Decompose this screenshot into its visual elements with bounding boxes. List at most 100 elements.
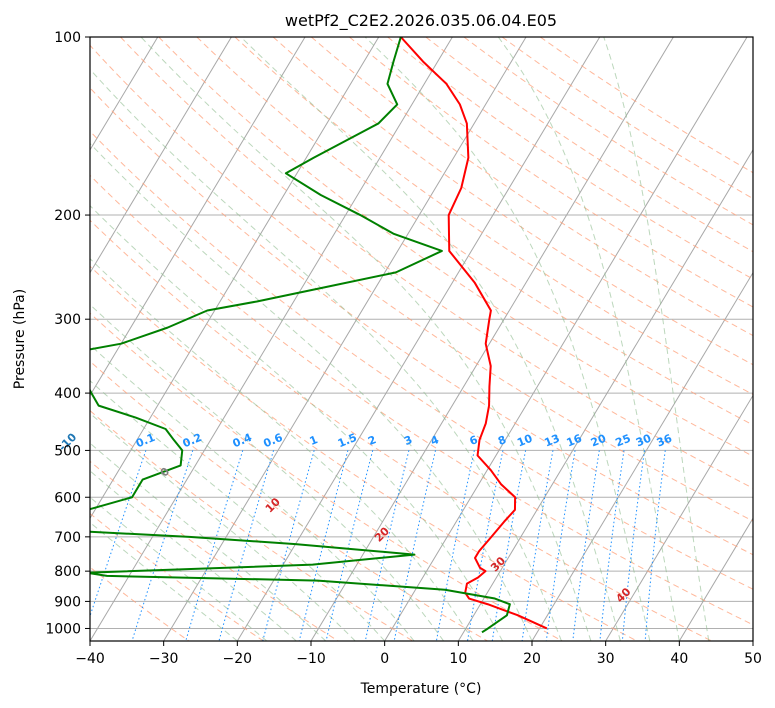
x-tick-label: 10 (449, 651, 467, 667)
dry-adiabat-line (310, 37, 753, 337)
mixing-ratio-label: 0.4 (231, 431, 254, 450)
dewpoint-series-line (90, 37, 511, 634)
x-tick-label: −30 (149, 651, 179, 667)
y-tick-label: 300 (54, 312, 81, 328)
moist-adiabat-line (140, 37, 592, 641)
mixing-ratio-label: 0.1 (134, 431, 157, 450)
moist-adiabat-line (90, 496, 268, 641)
dry-adiabat-label: 20 (372, 524, 392, 544)
mixing-ratio-line (435, 450, 475, 641)
y-tick-label: 400 (54, 386, 81, 402)
mixing-ratio-label: 3 (402, 433, 414, 448)
y-tick-label: 100 (54, 30, 81, 46)
moist-adiabat-line (240, 37, 621, 641)
mixing-ratio-label: 13 (543, 432, 562, 450)
y-axis-label: Pressure (hPa) (12, 289, 28, 389)
dry-adiabat-line (90, 360, 488, 641)
x-tick-label: 0 (380, 651, 389, 667)
mixing-ratio-line (218, 450, 275, 641)
mixing-ratio-label: 6 (468, 433, 480, 448)
moist-adiabat-line (90, 344, 415, 641)
mixing-ratio-line (185, 450, 244, 641)
isotherm-gridline (90, 37, 159, 151)
x-tick-label: 50 (744, 651, 762, 667)
moist-adiabat-line (90, 442, 327, 641)
temperature-series-line (400, 37, 548, 630)
dry-adiabat-line (90, 265, 638, 641)
mixing-ratio-label: 0.6 (262, 431, 285, 450)
y-tick-label: 200 (54, 208, 81, 224)
x-axis-label: Temperature (°C) (360, 681, 482, 697)
x-tick-label: 30 (597, 651, 615, 667)
dry-adiabat-line (90, 410, 414, 641)
plot-area (0, 37, 753, 641)
overlay-layer: -100-90-80-70-60-50-40-30-20-10010203040… (56, 430, 674, 605)
dry-adiabat-line (234, 37, 753, 396)
mixing-ratio-label: 10 (515, 432, 534, 450)
mixing-ratio-label: 20 (589, 432, 608, 450)
mixing-ratio-line (298, 450, 349, 641)
mixing-ratio-label: 1 (308, 433, 320, 448)
dry-adiabat-line (196, 37, 753, 426)
dry-adiabat-line (90, 174, 753, 626)
x-axis: −40 −30 −20 −10 0 10 20 30 40 50 (75, 641, 762, 667)
x-tick-label: −40 (75, 651, 105, 667)
dry-adiabat-label: 40 (613, 585, 633, 605)
y-tick-label: 800 (54, 564, 81, 580)
plot-frame (89, 36, 754, 642)
y-tick-label: 600 (54, 490, 81, 506)
isotherm-gridline (236, 37, 601, 641)
mixing-ratio-label: 2 (366, 433, 378, 448)
isotherm-gridline (90, 37, 453, 641)
x-tick-label: 20 (523, 651, 541, 667)
isotherm-gridline (384, 37, 748, 641)
y-axis: 100 200 300 400 500 600 700 800 900 1000 (45, 30, 90, 637)
mixing-ratio-line (325, 450, 374, 641)
dry-adiabat-line (90, 512, 264, 641)
dry-adiabat-line (90, 566, 190, 641)
mixing-ratio-line (545, 450, 576, 641)
moist-adiabat-line (603, 37, 710, 641)
mixing-ratio-line (621, 450, 645, 641)
mixing-ratio-line (393, 450, 436, 641)
isotherm-gridline (752, 640, 753, 641)
isotherm-gridline (531, 271, 753, 641)
dry-adiabat-line (120, 37, 753, 489)
dry-adiabat-line (539, 37, 753, 174)
mixing-ratio-line (599, 450, 625, 641)
x-tick-label: 40 (670, 651, 688, 667)
mixing-ratio-line (131, 450, 194, 641)
y-tick-label: 500 (54, 443, 81, 459)
dry-adiabat-label: 0 (158, 465, 173, 480)
isotherm-gridline (605, 394, 753, 641)
mixing-ratio-label: 30 (634, 432, 653, 450)
dry-adiabat-line (90, 312, 563, 641)
moist-adiabat-line (90, 258, 474, 641)
moist-adiabat-line (90, 521, 238, 641)
y-tick-label: 900 (54, 594, 81, 610)
x-tick-label: −10 (296, 651, 326, 667)
moist-adiabat-line (90, 380, 386, 641)
isotherm-gridline (678, 517, 753, 641)
dry-adiabat-line (387, 37, 753, 280)
mixing-ratio-label: 4 (429, 433, 441, 448)
mixing-ratio-line (572, 450, 600, 641)
isotherm-gridline (90, 37, 306, 397)
dry-adiabat-line (158, 37, 753, 457)
isotherm-gridline (90, 37, 232, 274)
isotherm-gridline (163, 37, 527, 641)
moist-adiabat-line (364, 37, 651, 641)
moist-adiabat-line (90, 142, 533, 641)
mixing-ratio-line (521, 450, 554, 641)
moist-adiabat-line (90, 412, 356, 641)
dry-adiabat-line (425, 37, 753, 253)
isotherm-gridline (0, 37, 10, 641)
moist-adiabat-line (497, 37, 680, 641)
y-tick-label: 1000 (45, 621, 81, 637)
mixing-ratio-line (262, 450, 315, 641)
isotherm-gridline (90, 37, 380, 520)
moist-adiabat-line (90, 68, 562, 641)
isotherm-gridline (457, 148, 753, 641)
mixing-ratio-label: 36 (655, 432, 674, 450)
